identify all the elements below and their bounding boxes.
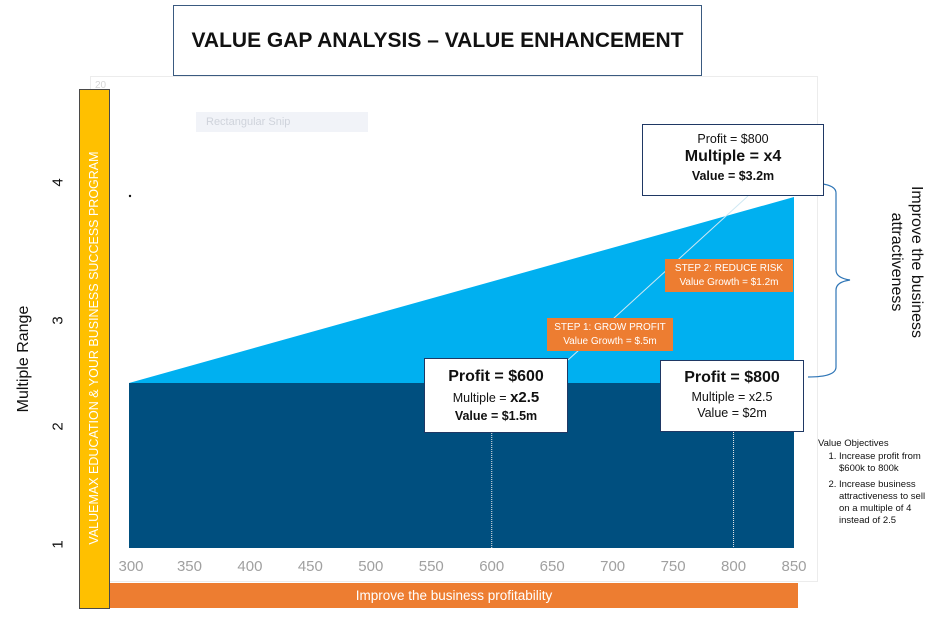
target-multiple: Multiple = x4 [684, 148, 782, 165]
x-tick-label: 600 [479, 558, 505, 575]
current-multiple-value: x2.5 [510, 389, 540, 406]
step2-title: STEP 2: REDUCE RISK [674, 263, 784, 274]
objective-item: Increase profit from $600k to 800k [839, 451, 934, 475]
ghost-snip-label: Rectangular Snip [196, 112, 368, 132]
x-tick-label: 650 [539, 558, 565, 575]
step1-label: STEP 1: GROW PROFIT Value Growth = $.5m [547, 318, 673, 351]
x-tick-label: 700 [600, 558, 626, 575]
brace-label: Improve the business attractiveness [888, 185, 925, 339]
mid-profit: Profit = $800 [684, 369, 780, 386]
step1-growth: Value Growth = $.5m [563, 336, 657, 347]
current-multiple-prefix: Multiple = [452, 391, 511, 405]
step1-title: STEP 1: GROW PROFIT [554, 322, 666, 333]
y-tick-label: 4 [49, 178, 67, 187]
x-tick-label: 450 [297, 558, 323, 575]
x-tick-label: 300 [118, 558, 144, 575]
x-tick-label: 350 [176, 558, 202, 575]
step2-growth: Value Growth = $1.2m [679, 277, 779, 288]
target-profit: Profit = $800 [697, 132, 769, 146]
x-tick-label: 400 [237, 558, 263, 575]
right-brace [807, 182, 851, 378]
y-tick-label: 2 [49, 422, 67, 431]
x-tick-label: 850 [781, 558, 807, 575]
x-tick-label: 500 [358, 558, 384, 575]
y-axis-title: Multiple Range [15, 305, 32, 413]
value-objectives: Value Objectives Increase profit from $6… [818, 438, 934, 531]
y-tick-label: 1 [49, 540, 67, 549]
current-value-box: Profit = $600 Multiple = x2.5 Value = $1… [424, 358, 568, 433]
current-value: Value = $1.5m [454, 409, 538, 423]
x-tick-label: 800 [721, 558, 747, 575]
chart-title: VALUE GAP ANALYSIS – VALUE ENHANCEMENT [173, 5, 702, 76]
x-tick-label: 550 [418, 558, 444, 575]
current-multiple: Multiple = x2.5 [425, 389, 567, 406]
objectives-heading: Value Objectives [818, 438, 889, 449]
y-axis-band [79, 89, 110, 609]
y-axis-band-text: VALUEMAX EDUCATION & YOUR BUSINESS SUCCE… [87, 151, 101, 545]
mid-value: Value = $2m [697, 406, 767, 420]
current-profit: Profit = $600 [448, 368, 544, 385]
target-value: Value = $3.2m [691, 169, 775, 183]
ghost-tick-label: 20 [95, 80, 107, 91]
step2-label: STEP 2: REDUCE RISK Value Growth = $1.2m [665, 259, 793, 292]
y-tick-label: 3 [49, 316, 67, 325]
x-axis-band: Improve the business profitability [110, 583, 798, 608]
target-value-box: Profit = $800 Multiple = x4 Value = $3.2… [642, 124, 824, 196]
mid-multiple: Multiple = x2.5 [691, 390, 773, 404]
objective-item: Increase business attractiveness to sell… [839, 479, 934, 527]
stray-dot [128, 194, 132, 198]
mid-value-box: Profit = $800 Multiple = x2.5 Value = $2… [660, 360, 804, 432]
x-tick-label: 750 [660, 558, 686, 575]
